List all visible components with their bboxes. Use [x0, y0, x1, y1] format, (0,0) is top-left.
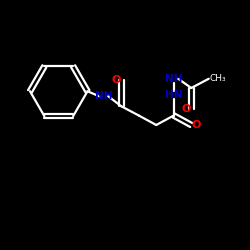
Text: NH: NH	[165, 74, 182, 84]
Text: O: O	[181, 104, 190, 114]
Text: CH₃: CH₃	[210, 74, 226, 83]
Text: HN: HN	[165, 90, 182, 100]
Text: O: O	[192, 120, 201, 130]
Text: NH: NH	[95, 91, 112, 101]
Text: O: O	[111, 75, 120, 85]
